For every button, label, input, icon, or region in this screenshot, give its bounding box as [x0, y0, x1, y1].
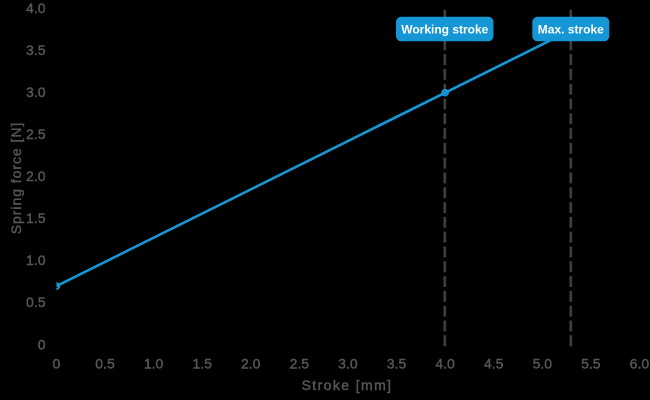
svg-text:Stroke [mm]: Stroke [mm]: [302, 377, 393, 393]
svg-text:1.0: 1.0: [26, 252, 46, 268]
svg-text:2.0: 2.0: [26, 168, 46, 184]
svg-text:3.0: 3.0: [338, 356, 358, 372]
svg-text:6.0: 6.0: [630, 356, 650, 372]
svg-text:5.5: 5.5: [581, 356, 601, 372]
svg-text:3.0: 3.0: [26, 84, 46, 100]
svg-text:0: 0: [38, 336, 46, 352]
svg-text:0.5: 0.5: [26, 294, 46, 310]
svg-text:Max. stroke: Max. stroke: [538, 22, 604, 36]
svg-text:5.0: 5.0: [533, 356, 553, 372]
svg-text:2.5: 2.5: [290, 356, 310, 372]
svg-text:0.5: 0.5: [95, 356, 115, 372]
svg-text:Working stroke: Working stroke: [401, 22, 488, 36]
svg-text:4.5: 4.5: [484, 356, 504, 372]
svg-text:1.5: 1.5: [192, 356, 212, 372]
svg-text:4.0: 4.0: [26, 0, 46, 16]
svg-text:2.0: 2.0: [241, 356, 261, 372]
svg-text:1.0: 1.0: [144, 356, 164, 372]
svg-text:2.5: 2.5: [26, 126, 46, 142]
svg-text:0: 0: [53, 356, 61, 372]
svg-text:3.5: 3.5: [387, 356, 407, 372]
svg-text:1.5: 1.5: [26, 210, 46, 226]
svg-text:Spring force [N]: Spring force [N]: [8, 122, 24, 234]
svg-text:3.5: 3.5: [26, 42, 46, 58]
svg-text:4.0: 4.0: [435, 356, 455, 372]
